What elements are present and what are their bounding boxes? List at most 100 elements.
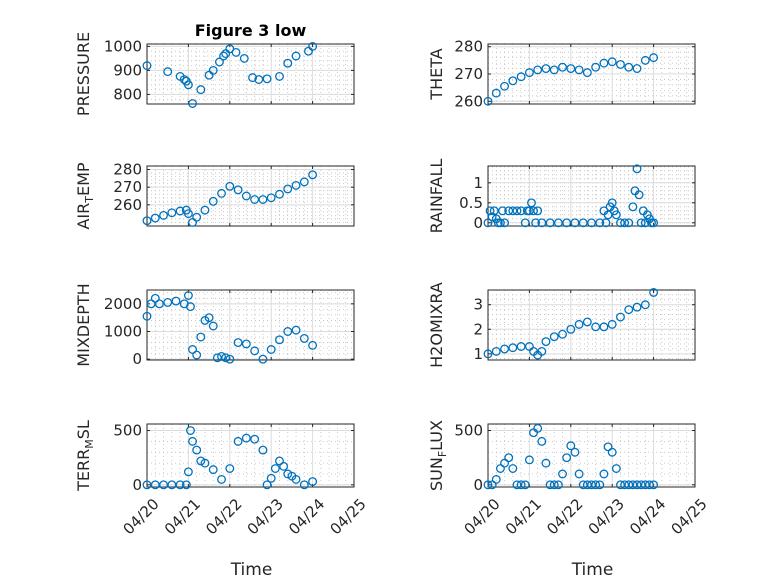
data-point [291,474,301,484]
y-tick-label: 800 [113,85,142,103]
data-point [188,99,197,108]
data-point [142,311,152,321]
data-point [541,64,551,73]
data-point [549,332,559,342]
data-point [250,346,260,356]
data-point [616,60,625,69]
data-point [553,480,563,490]
data-point [266,193,276,203]
y-axis-label-subscript: F [436,451,449,457]
data-point [570,447,580,457]
data-point [192,212,202,222]
data-point [183,467,193,477]
y-axis-label-tail: SL [74,420,93,439]
data-point [566,441,576,451]
axes-box [487,165,696,227]
data-point [299,333,309,343]
data-point [632,164,642,174]
data-point [591,62,601,72]
data-point [562,218,572,228]
data-point [553,218,563,228]
data-point [607,57,617,67]
data-point [217,188,226,198]
data-point [225,181,235,191]
data-point [640,480,650,490]
y-tick-label: 0 [473,476,483,494]
data-point [616,218,625,228]
x-tick-label: 04/21 [161,495,204,538]
subplot-8: 0 500 SUNFLUX 04/2004/2104/2204/2304/2404/2… [427,420,711,580]
y-axis-label-tail: LUX [427,420,446,451]
data-point [504,453,514,463]
subplot-6: 1 2 3 H2OMIXRA [427,282,696,368]
data-point [154,299,164,309]
x-axis-label: Time [230,560,273,580]
data-point [558,329,567,339]
x-tick-label: 04/22 [202,495,245,538]
data-point [241,433,251,443]
data-point [254,75,264,84]
data-point [308,170,318,180]
data-point [616,480,625,490]
y-tick-label: 0 [473,214,483,232]
data-point [537,346,547,356]
data-point [599,58,609,68]
y-tick-label: 1000 [104,37,142,55]
y-tick-label: 2000 [104,295,142,313]
data-point [595,480,605,490]
data-point [504,206,514,216]
x-tick-label: 04/25 [326,495,369,538]
data-point [558,62,567,72]
x-tick-label: 04/21 [502,495,545,538]
y-axis-label-main: MIXDEPTH [74,283,93,366]
x-tick-label: 04/20 [119,495,162,538]
data-point [607,447,617,457]
y-axis-label: THETA [427,48,446,100]
y-tick-label: 270 [113,178,142,196]
axes-frame [146,289,355,361]
data-point [150,213,160,223]
data-point [645,480,654,490]
data-point [291,325,301,335]
data-point [248,73,258,83]
data-point [299,480,309,490]
y-tick-label: 3 [473,296,483,314]
data-point [649,288,659,297]
y-axis-label-main: TERR [74,449,93,492]
data-point [188,345,197,354]
data-point [500,81,510,91]
data-point [533,206,543,216]
data-point [231,47,241,57]
data-point [620,480,630,490]
data-point [624,62,634,72]
data-point [262,480,272,490]
data-point [620,218,630,228]
subplot-4: 0 0.5 1 RAINFALL [427,159,696,233]
data-point [483,218,493,228]
data-point [266,345,276,354]
data-point [183,291,193,300]
data-point [562,453,572,463]
data-point [217,474,226,484]
data-point [591,480,601,490]
x-tick-label: 04/20 [460,495,503,538]
data-point [587,480,596,490]
data-point [219,51,229,61]
data-point [508,343,518,353]
data-point [599,469,609,479]
data-point [142,61,152,71]
y-tick-label: 900 [113,61,142,79]
y-axis-label: AIRTEMP [74,162,96,229]
data-point [279,461,289,471]
data-point [214,57,224,67]
data-point [167,480,177,490]
data-point [607,198,617,208]
data-point [262,74,272,84]
data-point [266,473,276,483]
data-point [570,218,580,228]
x-tick-label: 04/24 [626,495,669,538]
data-point [649,53,659,63]
data-point [491,346,501,356]
data-point [591,322,601,332]
data-point [275,335,284,345]
